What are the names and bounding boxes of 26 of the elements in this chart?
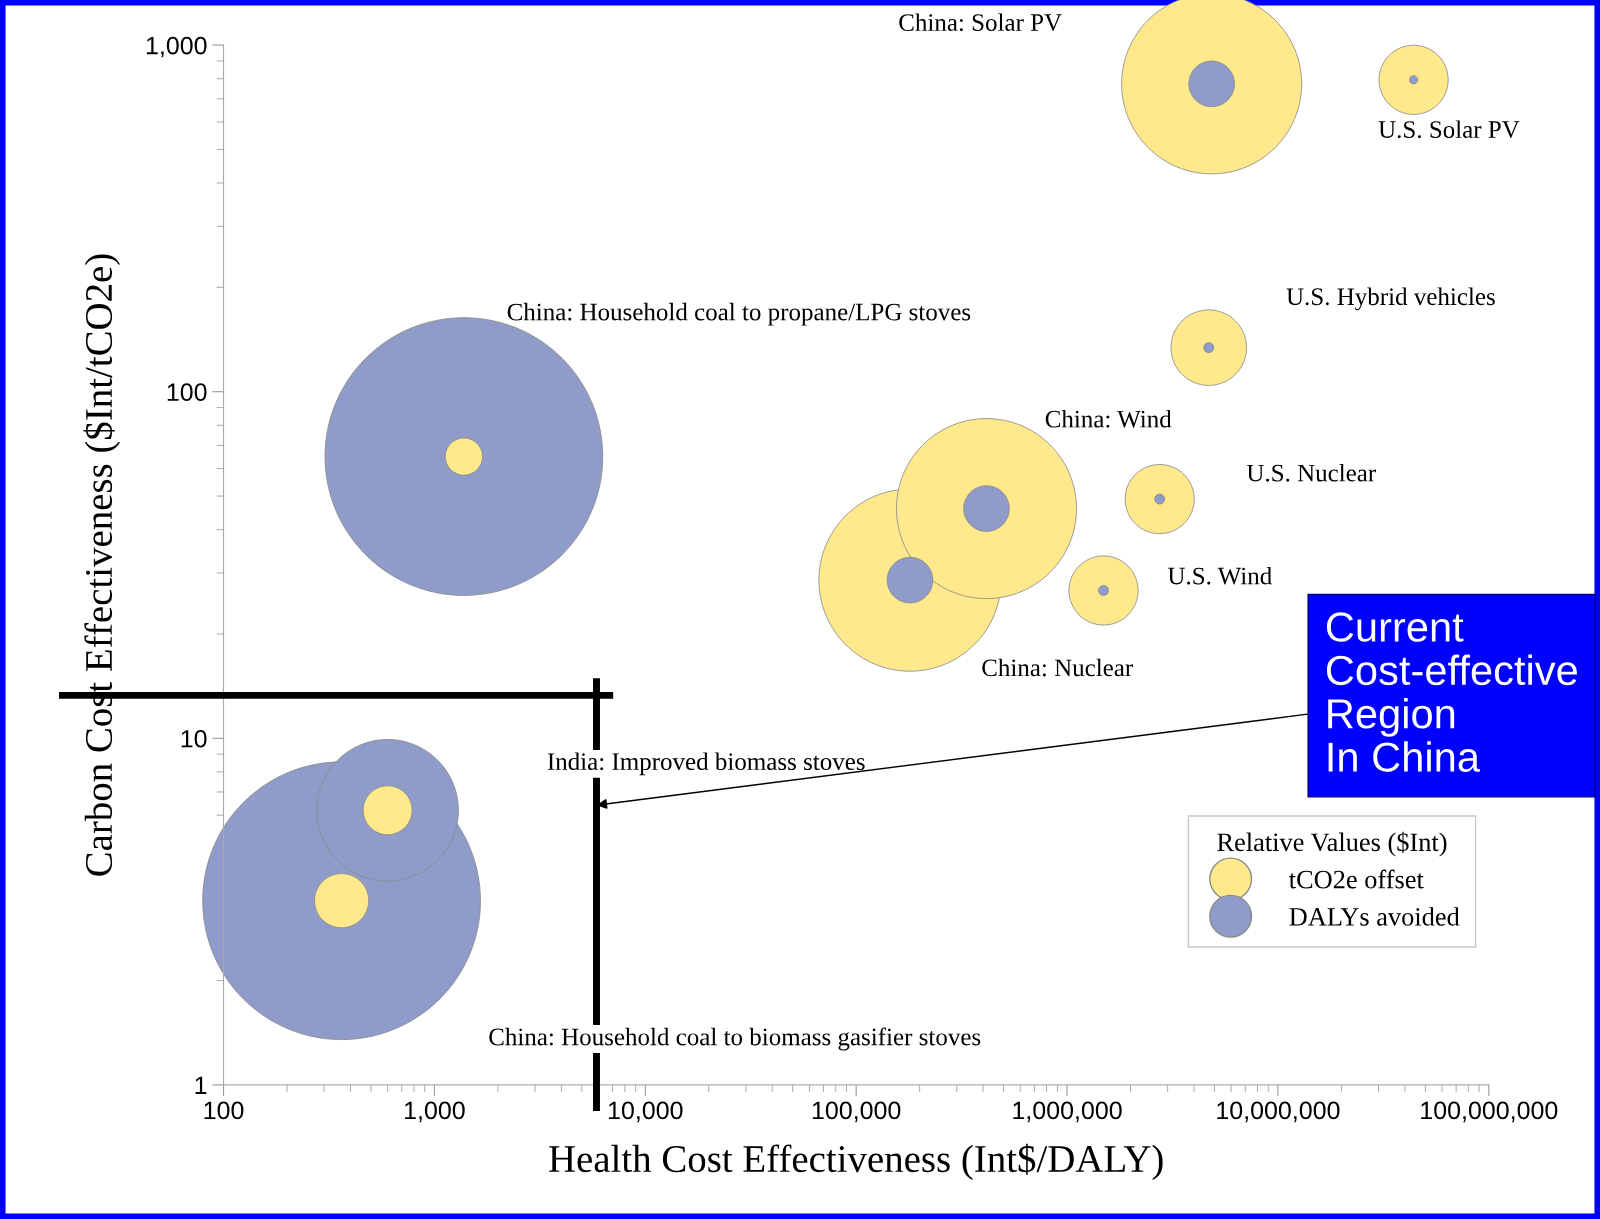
x-tick-label: 100,000,000 <box>1421 1101 1558 1123</box>
annotation: U.S. Solar PV <box>1378 120 1520 139</box>
legend-label: DALYs avoided <box>1289 907 1460 926</box>
annotation: China: Nuclear <box>982 658 1133 677</box>
x-tick-label: 10,000 <box>608 1101 683 1123</box>
annotation: China: Household coal to propane/LPG stoves <box>507 302 971 326</box>
x-tick-label: 100 <box>204 1101 244 1120</box>
y-tick-label: 10 <box>181 729 207 748</box>
y-tick-label: 1,000 <box>146 36 207 58</box>
x-tick-label: 1,000 <box>405 1101 465 1123</box>
y-tick-label: 1 <box>195 1076 207 1094</box>
x-axis-title: Health Cost Effectiveness (Int$/DALY) <box>549 1143 1163 1181</box>
ref-line-label: Current Cost-effective Region In China <box>1326 612 1577 772</box>
annotation: U.S. Hybrid vehicles <box>1286 287 1495 311</box>
legend-title: Relative Values ($Int) <box>1217 831 1447 857</box>
annotation: U.S. Wind <box>1167 566 1272 585</box>
x-tick-label: 10,000,000 <box>1217 1101 1340 1123</box>
annotation: China: Wind <box>1045 409 1172 428</box>
legend-label: tCO2e offset <box>1288 869 1424 889</box>
x-tick-label: 100,000 <box>812 1101 901 1123</box>
annotation: U.S. Nuclear <box>1246 463 1376 482</box>
annotation: China: Household coal to biomass gasifier stoves <box>489 1027 981 1051</box>
y-tick-label: 100 <box>167 383 207 402</box>
annotation: India: Improved biomass stoves <box>547 752 865 776</box>
text: China: Solar PV <box>899 13 1062 32</box>
x-tick-label: 1,000,000 <box>1013 1101 1122 1123</box>
